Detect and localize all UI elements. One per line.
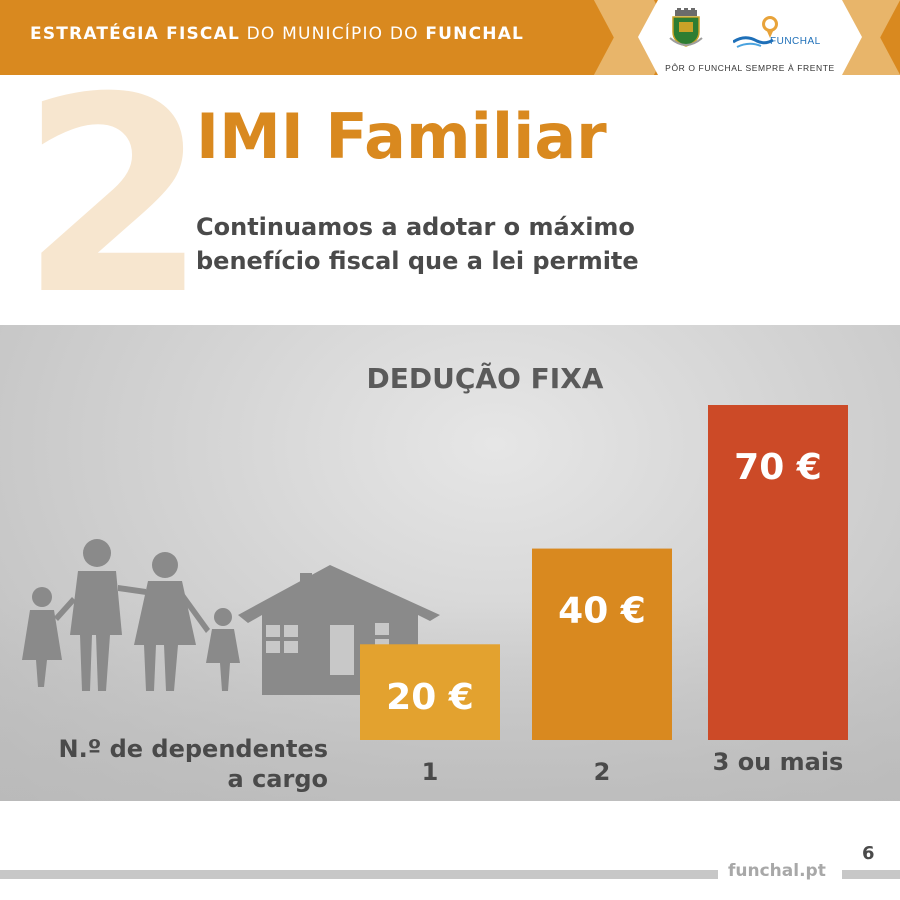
subtitle-line-2: benefício fiscal que a lei permite (196, 247, 639, 275)
bar-value-label-1: 20 € (386, 677, 474, 718)
page-number: 6 (862, 843, 875, 864)
x-axis-label-line-2: a cargo (227, 765, 328, 793)
category-label-1: 1 (422, 758, 439, 786)
x-axis-label: N.º de dependentes a cargo (20, 734, 328, 794)
bar-2 (532, 548, 672, 740)
bar-3 (708, 405, 848, 740)
bar-chart: 20 € 1 40 € 2 70 € 3 ou mais (360, 405, 848, 786)
municipal-crest-icon (669, 8, 703, 47)
footer-url[interactable]: funchal.pt (728, 861, 826, 881)
bar-value-label-3: 70 € (734, 447, 822, 488)
tagline: PÔR O FUNCHAL SEMPRE À FRENTE (665, 63, 835, 73)
chart-title: DEDUÇÃO FIXA (366, 362, 604, 395)
funchal-brand-logo (733, 16, 778, 48)
footer-bar (0, 870, 718, 879)
header-title-part-1: ESTRATÉGIA FISCAL (30, 24, 240, 44)
page-title: IMI Familiar (196, 100, 607, 173)
category-label-2: 2 (594, 758, 611, 786)
bar-value-label-2: 40 € (558, 591, 646, 632)
header-title: ESTRATÉGIA FISCAL DO MUNICÍPIO DO FUNCHA… (30, 24, 524, 44)
category-label-3: 3 ou mais (713, 748, 844, 776)
subtitle: Continuamos a adotar o máximo benefício … (196, 210, 756, 278)
header-title-part-2: DO MUNICÍPIO DO (246, 24, 419, 44)
funchal-brand-text: FUNCHAL (770, 36, 821, 47)
header-title-part-3: FUNCHAL (425, 24, 525, 44)
section-number: 2 (20, 39, 208, 354)
subtitle-line-1: Continuamos a adotar o máximo (196, 213, 635, 241)
bar-1 (360, 644, 500, 740)
x-axis-label-line-1: N.º de dependentes (58, 735, 328, 763)
footer-bar-end (842, 870, 900, 879)
